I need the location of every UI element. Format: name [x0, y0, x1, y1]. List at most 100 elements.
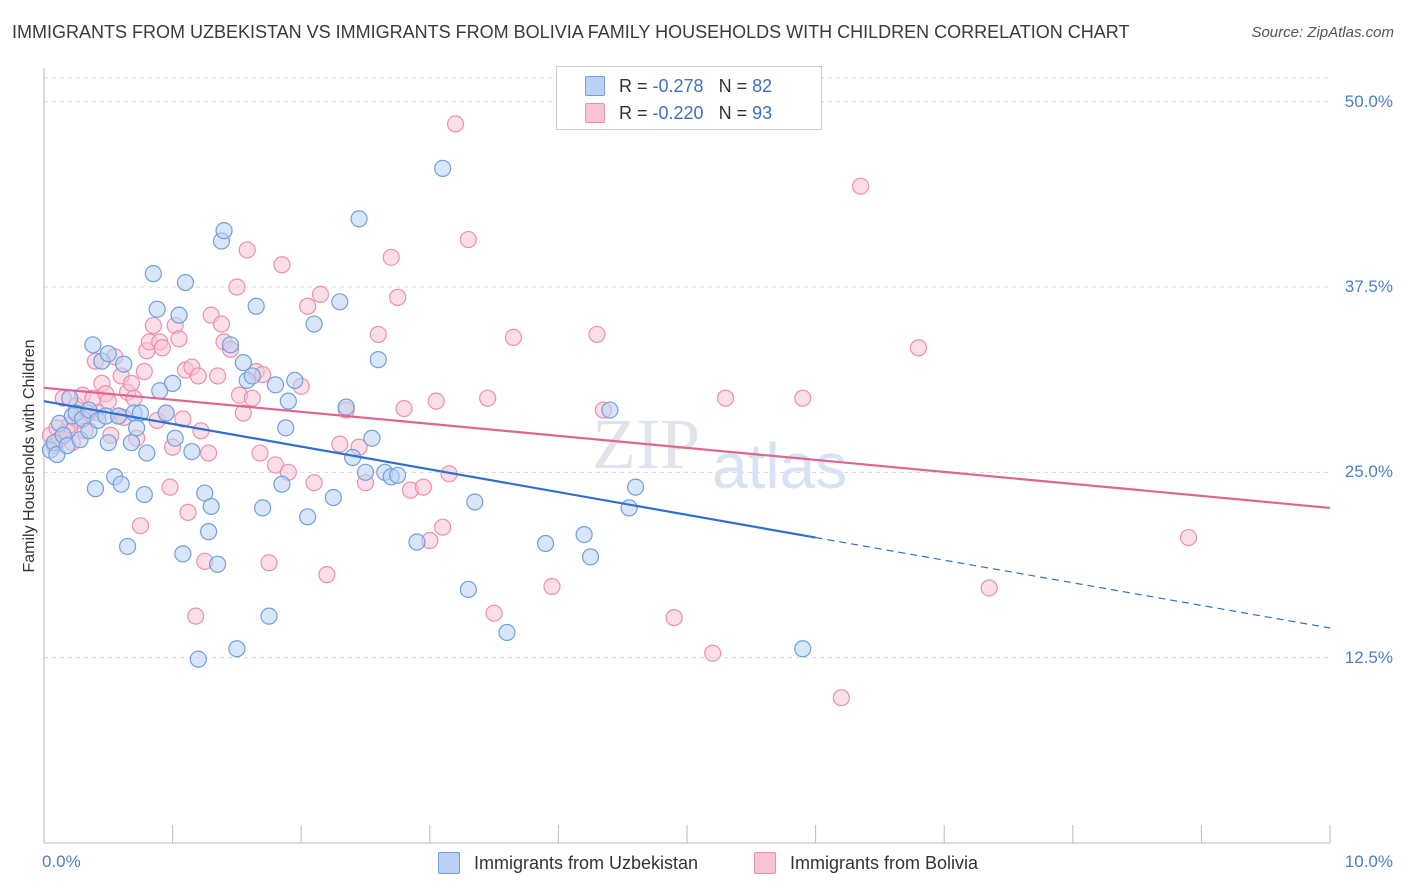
point-uzbekistan	[620, 499, 638, 517]
point-bolivia	[135, 362, 153, 381]
legend-r-value: -0.220	[652, 102, 704, 123]
bottom-legend-uzbekistan: Immigrants from Uzbekistan	[438, 852, 698, 874]
point-uzbekistan	[144, 265, 162, 283]
point-bolivia	[485, 604, 503, 622]
point-bolivia	[209, 367, 227, 385]
point-uzbekistan	[183, 442, 201, 461]
y-tick-label: 25.0%	[1344, 462, 1393, 482]
point-uzbekistan	[277, 419, 295, 437]
point-uzbekistan	[243, 367, 261, 385]
y-tick-label: 37.5%	[1344, 276, 1393, 296]
point-bolivia	[273, 256, 291, 274]
bottom-legend-label-uzbekistan: Immigrants from Uzbekistan	[474, 852, 699, 873]
point-uzbekistan	[99, 345, 117, 363]
point-uzbekistan	[626, 478, 645, 496]
point-bolivia	[716, 389, 735, 407]
point-uzbekistan	[166, 429, 184, 447]
point-uzbekistan	[189, 650, 207, 668]
point-bolivia	[170, 330, 188, 348]
bottom-legend-label-bolivia: Immigrants from Bolivia	[790, 852, 979, 873]
point-bolivia	[122, 374, 141, 392]
watermark-atlas: atlas	[712, 430, 847, 502]
point-bolivia	[266, 456, 285, 474]
point-bolivia	[238, 241, 256, 259]
point-bolivia	[251, 444, 269, 462]
y-tick-label: 50.0%	[1344, 91, 1393, 111]
x-tick-label-min: 0.0%	[42, 852, 81, 871]
point-uzbekistan	[350, 210, 368, 228]
point-bolivia	[543, 577, 561, 596]
point-uzbekistan	[299, 508, 317, 526]
point-bolivia	[99, 392, 117, 410]
point-uzbekistan	[176, 273, 195, 292]
point-uzbekistan	[164, 374, 182, 392]
point-bolivia	[331, 435, 349, 453]
point-uzbekistan	[200, 523, 218, 541]
point-uzbekistan	[99, 434, 117, 452]
point-bolivia	[382, 248, 400, 266]
legend-row-bolivia: R = -0.220 N = 93	[585, 102, 772, 124]
point-uzbekistan	[115, 355, 133, 373]
point-bolivia	[1179, 528, 1198, 547]
point-bolivia	[434, 518, 452, 536]
point-uzbekistan	[434, 159, 452, 177]
point-uzbekistan	[581, 548, 600, 566]
bottom-legend-swatch-bolivia	[754, 852, 776, 874]
point-bolivia	[852, 177, 870, 195]
chart-title: IMMIGRANTS FROM UZBEKISTAN VS IMMIGRANTS…	[12, 22, 1130, 42]
point-bolivia	[187, 607, 205, 625]
point-bolivia	[909, 339, 928, 357]
point-uzbekistan	[174, 545, 192, 563]
point-bolivia	[299, 297, 317, 315]
point-uzbekistan	[260, 607, 278, 625]
bottom-legend-bolivia: Immigrants from Bolivia	[754, 852, 978, 874]
point-bolivia	[832, 689, 850, 707]
point-bolivia	[260, 554, 278, 572]
point-bolivia	[369, 325, 387, 344]
point-uzbekistan	[324, 488, 342, 507]
point-bolivia	[174, 410, 192, 428]
point-uzbekistan	[266, 376, 285, 394]
point-bolivia	[665, 609, 683, 627]
point-bolivia	[794, 389, 812, 407]
point-uzbekistan	[356, 463, 375, 481]
point-uzbekistan	[389, 466, 407, 484]
point-uzbekistan	[209, 555, 227, 573]
bottom-legend-swatch-uzbekistan	[438, 852, 460, 874]
legend-r-label: R =	[619, 102, 648, 123]
point-uzbekistan	[286, 371, 304, 389]
legend-row-uzbekistan: R = -0.278 N = 82	[585, 75, 772, 97]
point-uzbekistan	[369, 351, 387, 369]
point-bolivia	[389, 288, 407, 306]
point-bolivia	[980, 579, 998, 597]
point-uzbekistan	[84, 336, 102, 354]
point-bolivia	[179, 503, 197, 521]
legend-n-value: 82	[752, 75, 773, 96]
point-uzbekistan	[157, 404, 175, 422]
legend-swatch-uzbekistan	[585, 76, 605, 96]
legend-r-label: R =	[619, 75, 648, 96]
point-bolivia	[131, 517, 150, 535]
point-uzbekistan	[221, 336, 240, 354]
point-uzbekistan	[273, 475, 291, 493]
point-uzbekistan	[127, 419, 146, 437]
point-bolivia	[228, 278, 246, 296]
point-uzbekistan	[202, 497, 220, 516]
legend-swatch-bolivia	[585, 103, 605, 123]
point-uzbekistan	[86, 480, 105, 498]
point-uzbekistan	[408, 533, 426, 551]
point-bolivia	[479, 389, 497, 407]
point-uzbekistan	[305, 315, 323, 333]
point-uzbekistan	[331, 293, 349, 311]
point-bolivia	[414, 478, 432, 496]
point-uzbekistan	[363, 429, 381, 447]
point-bolivia	[212, 315, 231, 333]
point-uzbekistan	[122, 434, 141, 452]
trend-line-uzbekistan-extrapolated	[815, 536, 1331, 629]
x-tick-label-max: 10.0%	[1344, 852, 1393, 871]
point-uzbekistan	[148, 300, 166, 318]
point-uzbekistan	[794, 640, 812, 658]
point-uzbekistan	[575, 525, 593, 544]
point-bolivia	[318, 566, 336, 584]
